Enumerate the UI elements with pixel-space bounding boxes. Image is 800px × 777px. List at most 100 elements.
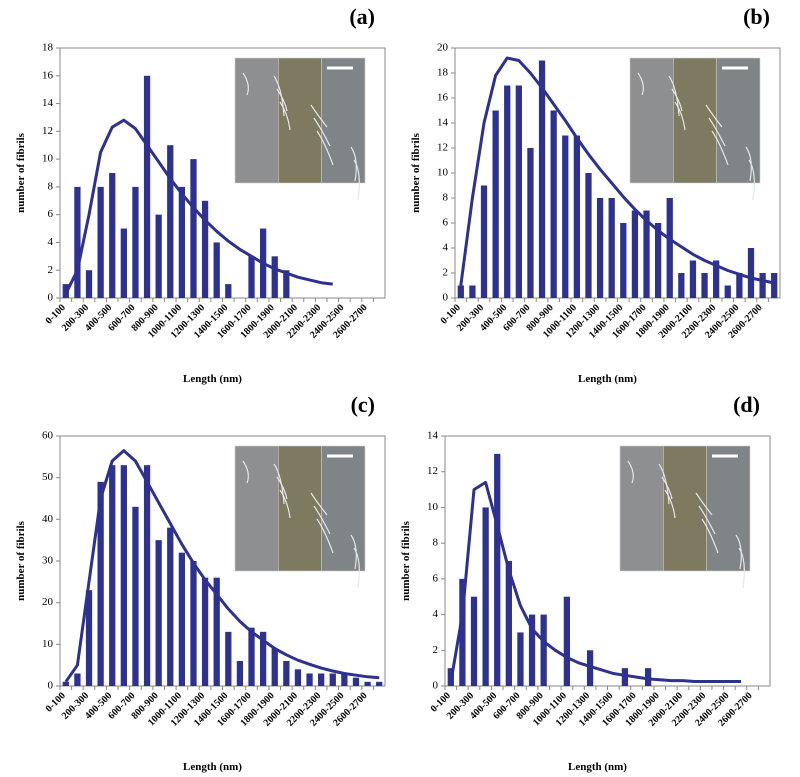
inset-fibril (279, 489, 291, 519)
bar (306, 673, 313, 686)
inset-strip (706, 445, 751, 572)
bar (236, 661, 244, 686)
bar (643, 210, 650, 298)
inset-fibril (316, 130, 334, 166)
inset-fibril (316, 518, 334, 554)
inset-fibril (313, 117, 331, 147)
bar (608, 198, 615, 298)
panel-label: (c) (351, 392, 375, 417)
inset-fibril (313, 505, 331, 535)
y-tick-label: 10 (42, 153, 54, 165)
bar (120, 465, 127, 686)
inset-fibril (698, 505, 716, 535)
y-tick-label: 16 (437, 92, 449, 104)
inset-fibril (310, 492, 328, 516)
panel-label: (d) (733, 392, 760, 417)
inset-fibril (353, 159, 360, 201)
y-tick-label: 10 (437, 167, 449, 179)
y-tick-label: 20 (437, 42, 449, 54)
bar (504, 85, 511, 298)
bar (155, 540, 162, 686)
inset-fibril (279, 101, 291, 131)
bar (459, 578, 466, 686)
bar (120, 228, 127, 298)
bar (528, 614, 536, 686)
y-tick-label: 2 (443, 267, 449, 279)
y-axis-label: number of fibrils (15, 520, 27, 601)
y-tick-label: 2 (48, 264, 54, 276)
bar (759, 273, 766, 298)
bar (678, 273, 685, 298)
bar (271, 256, 278, 298)
fit-line (64, 118, 333, 295)
bar (376, 681, 383, 686)
bar (74, 186, 81, 298)
bar (271, 648, 278, 686)
bar (190, 561, 197, 686)
panel: 01020304050600-100200-300400-500600-7008… (15, 392, 386, 773)
inset-strip (234, 445, 279, 572)
inset-strip (619, 445, 664, 572)
y-tick-label: 14 (437, 117, 449, 129)
bar (586, 650, 594, 686)
inset-strip (663, 445, 707, 572)
x-axis-label: Length (nm) (578, 373, 637, 385)
bar (109, 465, 116, 686)
bar (225, 631, 232, 686)
inset-fibril (674, 101, 686, 131)
bar (470, 596, 478, 686)
inset-fibril (276, 88, 288, 112)
bar (62, 681, 69, 686)
inset-fibril (708, 117, 726, 147)
bar (178, 186, 186, 298)
panel-label: (b) (743, 4, 770, 29)
y-tick-label: 2 (433, 644, 439, 656)
bar (724, 285, 731, 298)
bar (132, 186, 139, 298)
y-tick-label: 18 (42, 42, 54, 54)
y-tick-label: 4 (48, 236, 54, 248)
inset-fibril (661, 476, 673, 500)
inset-fibril (745, 146, 752, 182)
y-tick-label: 12 (42, 125, 53, 137)
inset-fibril (273, 75, 285, 117)
bar (283, 270, 290, 298)
inset-strip (321, 445, 366, 572)
panel: 0246810121416180-100200-300400-500600-70… (15, 4, 386, 385)
bar (294, 669, 302, 686)
bar (538, 60, 546, 298)
y-tick-label: 10 (42, 638, 54, 650)
x-axis-label: Length (nm) (183, 761, 242, 773)
bar (689, 260, 697, 298)
y-tick-label: 20 (42, 596, 54, 608)
inset-fibril (637, 72, 644, 96)
bar (329, 673, 336, 686)
bar (318, 673, 325, 686)
y-tick-label: 50 (42, 471, 54, 483)
inset-strip (716, 57, 761, 184)
bar (771, 273, 778, 298)
y-tick-label: 14 (42, 97, 54, 109)
y-tick-label: 6 (433, 572, 439, 584)
panel: 024681012140-100200-300400-500600-700800… (400, 392, 771, 773)
bar (494, 453, 501, 686)
bar (248, 627, 255, 686)
inset-fibril (627, 460, 634, 484)
bar (563, 596, 571, 686)
bar (341, 673, 348, 686)
y-tick-label: 6 (443, 217, 449, 229)
inset-fibril (350, 146, 357, 182)
y-tick-label: 0 (48, 680, 54, 692)
bar (132, 506, 139, 686)
bar (644, 668, 652, 686)
bar (259, 631, 267, 686)
bar (109, 173, 116, 298)
y-tick-label: 16 (42, 69, 54, 81)
y-tick-label: 4 (443, 242, 449, 254)
bar (620, 223, 627, 298)
y-tick-label: 14 (427, 430, 439, 442)
bar (515, 85, 522, 298)
bar (201, 200, 209, 298)
y-tick-label: 8 (433, 537, 439, 549)
inset-fibril (705, 104, 723, 128)
